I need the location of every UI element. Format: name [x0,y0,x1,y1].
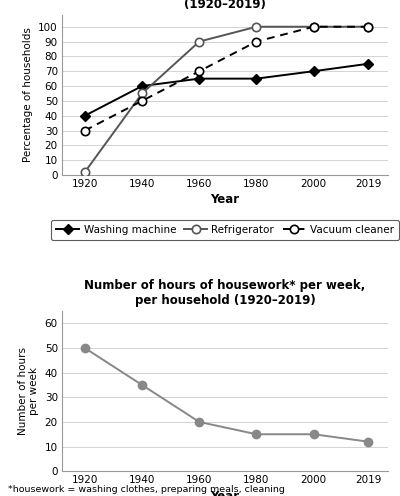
Text: *housework = washing clothes, preparing meals, cleaning: *housework = washing clothes, preparing … [8,485,285,494]
Y-axis label: Percentage of households: Percentage of households [23,27,33,162]
Title: Number of hours of housework* per week,
per household (1920–2019): Number of hours of housework* per week, … [84,279,366,307]
Y-axis label: Number of hours
per week: Number of hours per week [18,347,39,435]
X-axis label: Year: Year [210,193,240,206]
Title: Percentage of households with electrical appliances
(1920–2019): Percentage of households with electrical… [52,0,398,11]
Legend: Washing machine, Refrigerator, Vacuum cleaner: Washing machine, Refrigerator, Vacuum cl… [51,220,399,240]
X-axis label: Year: Year [210,490,240,496]
